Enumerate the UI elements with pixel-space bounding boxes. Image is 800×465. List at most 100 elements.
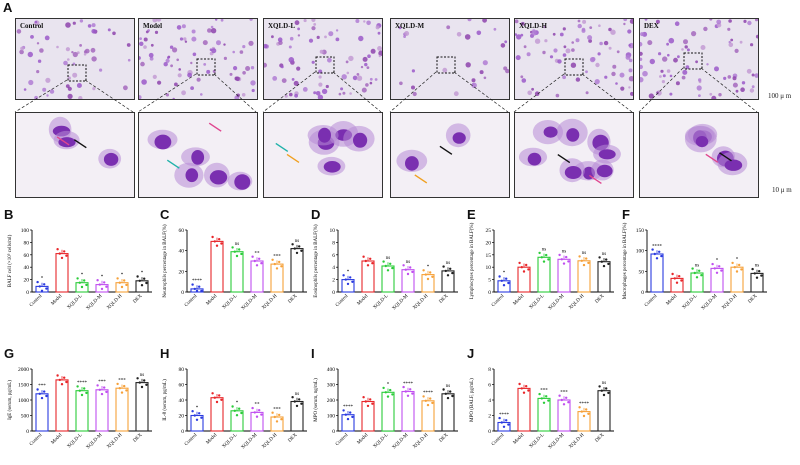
ytick-label: 1500: [18, 383, 29, 389]
ylabel-b: BALF cell (×10⁵ cells/ml): [7, 234, 13, 287]
data-point: [542, 401, 546, 404]
sig-label: ***: [38, 384, 46, 389]
data-point: [58, 378, 61, 382]
sig-label: ns: [446, 261, 451, 266]
data-point: [96, 384, 99, 387]
data-point: [602, 264, 606, 268]
ytick-label: 60: [179, 228, 185, 234]
data-point: [98, 283, 102, 286]
micrograph-high-mag-2: [263, 112, 383, 198]
data-point: [60, 256, 64, 260]
data-point: [342, 409, 345, 412]
sig-label: ns: [235, 242, 240, 247]
sig-label: ns: [386, 256, 391, 261]
category-label: XQLD-M: [701, 293, 719, 311]
category-label: Control: [29, 432, 44, 447]
data-point: [38, 392, 41, 395]
data-point: [391, 393, 394, 396]
data-point: [103, 386, 106, 389]
data-point: [63, 250, 66, 253]
bar-chart-d: Eosinophils percentage in BALF(%) 0 2 4 6 8 10…: [314, 224, 464, 326]
data-point: [213, 396, 216, 399]
ylabel-h: IL-8 (serum, pg/mL): [163, 379, 168, 421]
data-point: [560, 398, 563, 402]
data-point: [231, 405, 234, 408]
category-label: XQLD-L: [373, 294, 390, 311]
sig-label: *: [503, 271, 506, 276]
sig-label: **: [255, 251, 261, 256]
sig-label: *: [101, 275, 104, 280]
data-point: [143, 277, 146, 280]
data-point: [505, 419, 508, 422]
data-point: [83, 387, 86, 390]
data-point: [191, 410, 194, 413]
data-point: [218, 238, 221, 241]
bar-xqld-h: [421, 274, 435, 293]
category-label: Control: [29, 293, 44, 308]
category-label: XQLD-M: [241, 432, 259, 450]
data-point: [755, 276, 759, 279]
data-point: [83, 279, 86, 282]
data-point: [255, 415, 259, 418]
data-point: [602, 393, 606, 397]
data-point: [138, 381, 141, 384]
data-point: [560, 258, 563, 261]
data-point: [386, 395, 390, 398]
sig-label: *: [347, 270, 350, 275]
data-point: [100, 392, 104, 396]
data-point: [695, 276, 699, 279]
ytick-label: 10: [330, 228, 336, 234]
scale-bar-10um: 10 μ m: [772, 186, 792, 194]
ytick-label: 80: [179, 367, 185, 373]
category-label: Control: [184, 293, 199, 308]
data-point: [585, 257, 588, 260]
data-point: [605, 387, 608, 390]
axes-h: [186, 369, 307, 432]
data-point: [116, 277, 119, 280]
data-point: [351, 280, 354, 283]
ytick-label: 2000: [18, 367, 29, 373]
category-label: XQLD-L: [67, 433, 84, 450]
micrograph-low-mag-1: Model: [138, 18, 258, 100]
data-point: [442, 265, 445, 268]
data-point: [275, 267, 279, 270]
scale-bar-100um: 100 μ m: [768, 92, 792, 100]
ytick-label: 0: [26, 290, 29, 296]
ytick-label: 0: [181, 290, 184, 296]
category-label: XQLD-L: [373, 433, 390, 450]
micrograph-low-mag-0: Control: [15, 18, 135, 100]
data-point: [502, 284, 506, 287]
ytick-label: 40: [24, 265, 30, 271]
data-point: [215, 244, 219, 247]
sig-label: ****: [77, 381, 88, 386]
data-point: [384, 391, 387, 394]
data-point: [280, 418, 283, 421]
data-point: [431, 275, 434, 278]
data-point: [295, 251, 299, 255]
bar-dex: [135, 382, 149, 432]
data-point: [118, 281, 122, 284]
data-point: [713, 267, 716, 270]
bar-xqld-m: [95, 389, 109, 432]
micrograph-label-2: XQLD-L: [268, 22, 296, 30]
data-point: [422, 269, 425, 272]
bar-xqld-m: [401, 269, 415, 293]
data-point: [275, 420, 279, 423]
data-point: [600, 389, 603, 392]
sig-label: ****: [652, 244, 663, 249]
data-point: [658, 250, 661, 253]
data-point: [273, 415, 276, 419]
micrograph-low-mag-4: XQLD-H: [514, 18, 634, 100]
sig-label: ns: [562, 250, 567, 255]
sig-label: ns: [295, 392, 300, 397]
ytick-label: 5: [488, 278, 491, 284]
data-point: [671, 272, 674, 276]
data-point: [105, 390, 108, 394]
data-point: [498, 416, 501, 420]
ytick-label: 60: [24, 253, 30, 259]
bar-model: [55, 379, 69, 432]
data-point: [195, 289, 199, 293]
data-point: [587, 412, 590, 415]
data-point: [40, 289, 44, 292]
data-point: [607, 262, 610, 266]
